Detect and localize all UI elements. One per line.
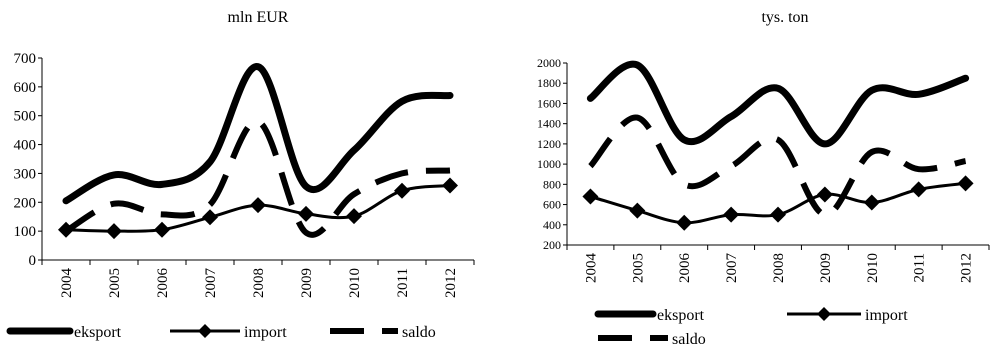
- data-point-import: [816, 186, 833, 203]
- legend-marker-import: [817, 307, 831, 321]
- legend: eksport import saldo: [594, 307, 908, 348]
- series-line-saldo: [64, 118, 451, 238]
- x-tick-label: 2011: [395, 268, 411, 297]
- chart-tys-ton: tys. ton 200 400 600 800 1000 1200 1400 1600 1800…: [495, 0, 990, 349]
- legend-label-eksport: eksport: [74, 324, 122, 341]
- legend-item-eksport: eksport: [594, 307, 705, 324]
- chart-title: mln EUR: [228, 9, 289, 26]
- chart-svg-0: mln EUR 0 100 200 300 400 500 600 700 2004 2005 200…: [6, 9, 475, 341]
- series-saldo: [588, 114, 967, 218]
- x-tick-label: 2012: [959, 253, 975, 283]
- chart-mln-eur: mln EUR 0 100 200 300 400 500 600 700 2004 2005 200…: [6, 9, 475, 341]
- x-tick-label: 2008: [771, 253, 787, 283]
- legend: eksport import saldo: [6, 324, 436, 341]
- y-tick-label: 2000: [537, 56, 561, 70]
- legend-item-import: import: [787, 307, 908, 324]
- legend-marker-import: [198, 324, 212, 338]
- x-tick-label: 2010: [347, 268, 363, 298]
- data-point-import: [582, 188, 599, 205]
- data-point-import: [957, 175, 974, 192]
- y-tick-label: 100: [14, 224, 37, 240]
- data-point-import: [106, 223, 122, 240]
- x-tick-label: 2012: [443, 268, 459, 298]
- data-point-import: [770, 206, 786, 223]
- y-tick-label: 600: [14, 80, 37, 96]
- y-tick-label: 800: [543, 177, 561, 191]
- legend-label-import: import: [865, 307, 908, 324]
- data-point-import: [863, 194, 880, 211]
- data-point-import: [202, 209, 218, 226]
- legend-item-saldo: saldo: [598, 331, 706, 348]
- x-tick-label: 2005: [630, 253, 646, 283]
- y-tick-label: 1400: [537, 117, 561, 131]
- series-import: [582, 175, 974, 231]
- x-tick-label: 2011: [912, 253, 928, 282]
- x-tick-label: 2009: [818, 253, 834, 283]
- series-eksport: [586, 60, 970, 148]
- y-tick-label: 200: [14, 195, 37, 211]
- x-tick-label: 2007: [203, 268, 219, 299]
- x-tick-label: 2005: [107, 268, 123, 298]
- data-point-import: [442, 177, 458, 194]
- series-eksport: [62, 63, 454, 205]
- legend-item-saldo: saldo: [330, 324, 436, 341]
- y-tick-label: 400: [14, 138, 37, 154]
- y-tick-label: 700: [14, 51, 37, 67]
- chart-title: tys. ton: [761, 9, 808, 26]
- x-tick-label: 2009: [299, 268, 315, 298]
- y-tick-label: 1600: [537, 96, 561, 110]
- data-point-import: [298, 205, 314, 222]
- series-line-eksport: [62, 63, 454, 205]
- x-tick-label: 2007: [724, 253, 740, 284]
- data-point-import: [394, 182, 410, 199]
- data-point-import: [346, 208, 362, 225]
- legend-item-eksport: eksport: [6, 324, 122, 341]
- legend-label-saldo: saldo: [402, 324, 436, 341]
- data-point-import: [723, 206, 740, 223]
- legend-label-eksport: eksport: [657, 307, 705, 324]
- series-line-saldo: [588, 114, 967, 218]
- y-tick-label: 1800: [537, 76, 561, 90]
- legend-item-import: import: [170, 324, 287, 341]
- y-tick-label: 600: [543, 198, 561, 212]
- chart-svg-1: tys. ton 200 400 600 800 1000 1200 1400 1600 1800…: [537, 9, 990, 348]
- y-tick-label: 400: [543, 218, 561, 232]
- y-tick-label: 200: [543, 238, 561, 252]
- y-tick-label: 500: [14, 109, 37, 125]
- y-tick-label: 0: [29, 253, 37, 269]
- series-line-eksport: [586, 60, 970, 148]
- legend-label-saldo: saldo: [672, 331, 706, 348]
- data-point-import: [250, 197, 266, 214]
- x-tick-label: 2010: [865, 253, 881, 283]
- data-point-import: [629, 202, 646, 219]
- series-import: [58, 177, 458, 240]
- series-saldo: [64, 118, 451, 238]
- x-tick-label: 2008: [251, 268, 267, 298]
- y-tick-label: 300: [14, 166, 37, 182]
- x-tick-label: 2006: [155, 268, 171, 299]
- data-point-import: [676, 214, 693, 231]
- x-tick-label: 2004: [59, 268, 75, 299]
- y-tick-label: 1200: [537, 137, 561, 151]
- data-point-import: [154, 221, 170, 238]
- data-point-import: [910, 181, 927, 198]
- x-tick-label: 2004: [583, 253, 599, 284]
- y-tick-label: 1000: [537, 157, 561, 171]
- x-tick-label: 2006: [677, 253, 693, 284]
- legend-label-import: import: [244, 324, 287, 341]
